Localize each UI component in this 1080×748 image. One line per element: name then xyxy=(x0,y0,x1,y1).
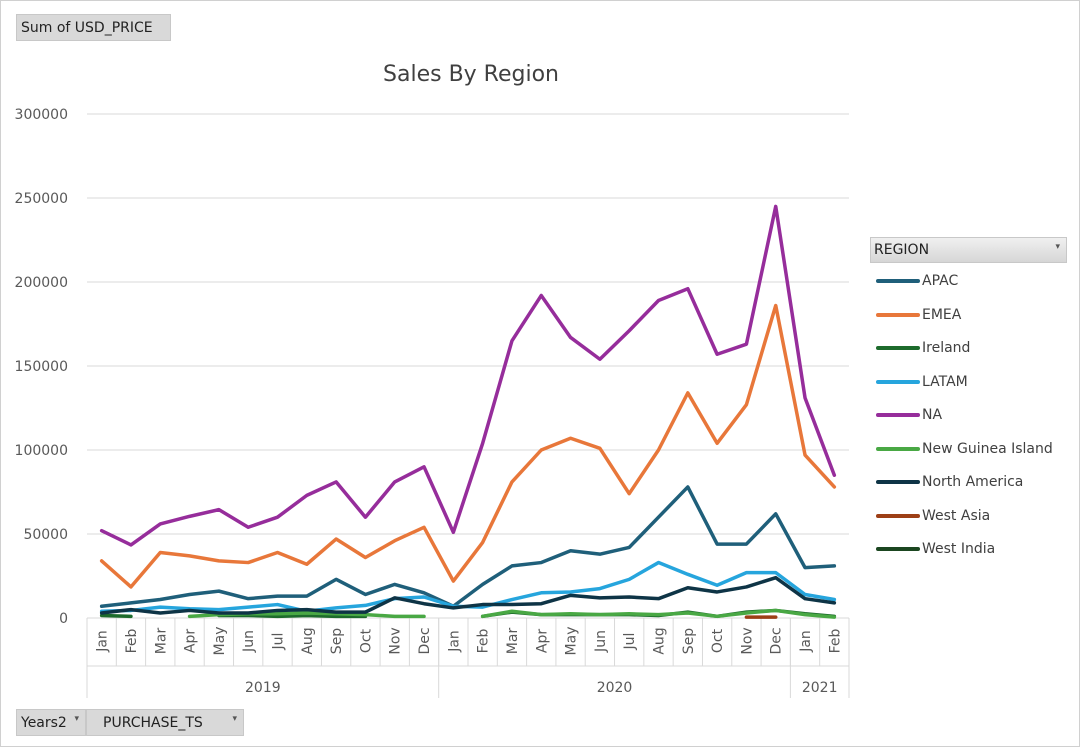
dropdown-icon: ▾ xyxy=(232,714,237,724)
legend-item: West Asia xyxy=(876,506,990,526)
legend-label: Ireland xyxy=(922,340,971,356)
y-tick-label: 50000 xyxy=(23,527,68,543)
series-line xyxy=(99,613,133,619)
axis-field-years-label: Years2 xyxy=(21,714,67,731)
x-tick-label: Sep xyxy=(329,628,345,655)
x-tick-label: Dec xyxy=(417,627,433,654)
legend-swatch xyxy=(876,513,920,518)
x-tick-label: Oct xyxy=(358,628,374,653)
x-tick-label: Jul xyxy=(622,633,638,651)
year-group-label: 2019 xyxy=(245,680,281,696)
x-tick-label: Feb xyxy=(124,628,140,653)
legend-item: North America xyxy=(876,472,1023,492)
series-line xyxy=(99,485,837,608)
x-tick-label: Apr xyxy=(534,629,550,653)
legend-label: New Guinea Island xyxy=(922,440,1053,457)
x-tick-label: Sep xyxy=(681,628,697,655)
x-tick-label: Jun xyxy=(241,630,257,653)
x-tick-label: Jan xyxy=(798,630,814,653)
legend-item: Ireland xyxy=(876,338,970,358)
x-tick-label: Mar xyxy=(505,628,521,655)
legend-swatch xyxy=(876,446,920,451)
x-tick-label: Nov xyxy=(739,627,755,654)
dropdown-icon: ▾ xyxy=(1055,242,1060,252)
x-tick-label: Jun xyxy=(593,630,609,653)
legend-label: LATAM xyxy=(922,373,968,390)
x-tick-label: Feb xyxy=(827,628,843,653)
legend-swatch xyxy=(876,346,920,350)
chart-title: Sales By Region xyxy=(383,62,559,87)
series-line xyxy=(99,303,837,589)
legend-swatch xyxy=(876,312,920,317)
axis-field-purchase-ts-label: PURCHASE_TS xyxy=(103,714,203,731)
year-group-label: 2021 xyxy=(802,680,838,696)
y-tick-label: 250000 xyxy=(15,191,68,207)
legend-field-button[interactable]: REGION ▾ xyxy=(870,237,1067,263)
legend-label: West Asia xyxy=(922,507,991,524)
axis-field-years-button[interactable]: Years2 ▾ xyxy=(16,709,86,736)
x-tick-label: Aug xyxy=(300,627,316,654)
x-tick-label: Aug xyxy=(652,627,668,654)
series-line xyxy=(99,575,837,615)
legend-item: NA xyxy=(876,405,942,425)
x-tick-label: Jan xyxy=(446,630,462,653)
legend-label: EMEA xyxy=(922,306,962,323)
x-tick-label: Mar xyxy=(153,628,169,655)
legend-label: APAC xyxy=(922,273,959,289)
series-line xyxy=(99,560,837,614)
legend-item: West India xyxy=(876,539,995,559)
x-tick-label: Feb xyxy=(476,628,492,653)
y-tick-label: 100000 xyxy=(15,443,68,459)
series-line xyxy=(99,204,837,547)
y-tick-label: 0 xyxy=(59,611,68,627)
legend-label: NA xyxy=(922,407,943,423)
x-tick-label: May xyxy=(212,627,228,656)
legend-swatch xyxy=(876,480,920,484)
axis-field-purchase-ts-button[interactable]: PURCHASE_TS ▾ xyxy=(86,709,244,736)
x-tick-label: Jul xyxy=(271,633,287,651)
legend-item: EMEA xyxy=(876,305,961,325)
x-tick-label: Dec xyxy=(769,627,785,654)
legend-label: North America xyxy=(922,474,1024,490)
value-field-button[interactable]: Sum of USD_PRICE xyxy=(16,14,171,41)
x-tick-label: May xyxy=(564,627,580,656)
y-tick-label: 200000 xyxy=(15,275,68,291)
legend-label: West India xyxy=(922,541,996,557)
series-line xyxy=(480,608,837,619)
y-tick-label: 300000 xyxy=(15,107,68,123)
dropdown-icon: ▾ xyxy=(74,714,79,724)
legend-swatch xyxy=(876,379,920,384)
legend-swatch xyxy=(876,413,920,417)
value-field-label: Sum of USD_PRICE xyxy=(21,19,153,36)
y-tick-label: 150000 xyxy=(15,359,68,375)
x-tick-label: Apr xyxy=(183,629,199,653)
legend-swatch xyxy=(876,279,920,283)
legend-field-label: REGION xyxy=(874,242,930,258)
legend-swatch xyxy=(876,547,920,551)
x-tick-label: Jan xyxy=(95,630,111,653)
x-tick-label: Nov xyxy=(388,627,404,654)
legend-item: APAC xyxy=(876,271,958,291)
legend-item: New Guinea Island xyxy=(876,439,1053,459)
year-group-label: 2020 xyxy=(597,680,633,696)
x-tick-label: Oct xyxy=(710,628,726,653)
legend-item: LATAM xyxy=(876,372,968,392)
